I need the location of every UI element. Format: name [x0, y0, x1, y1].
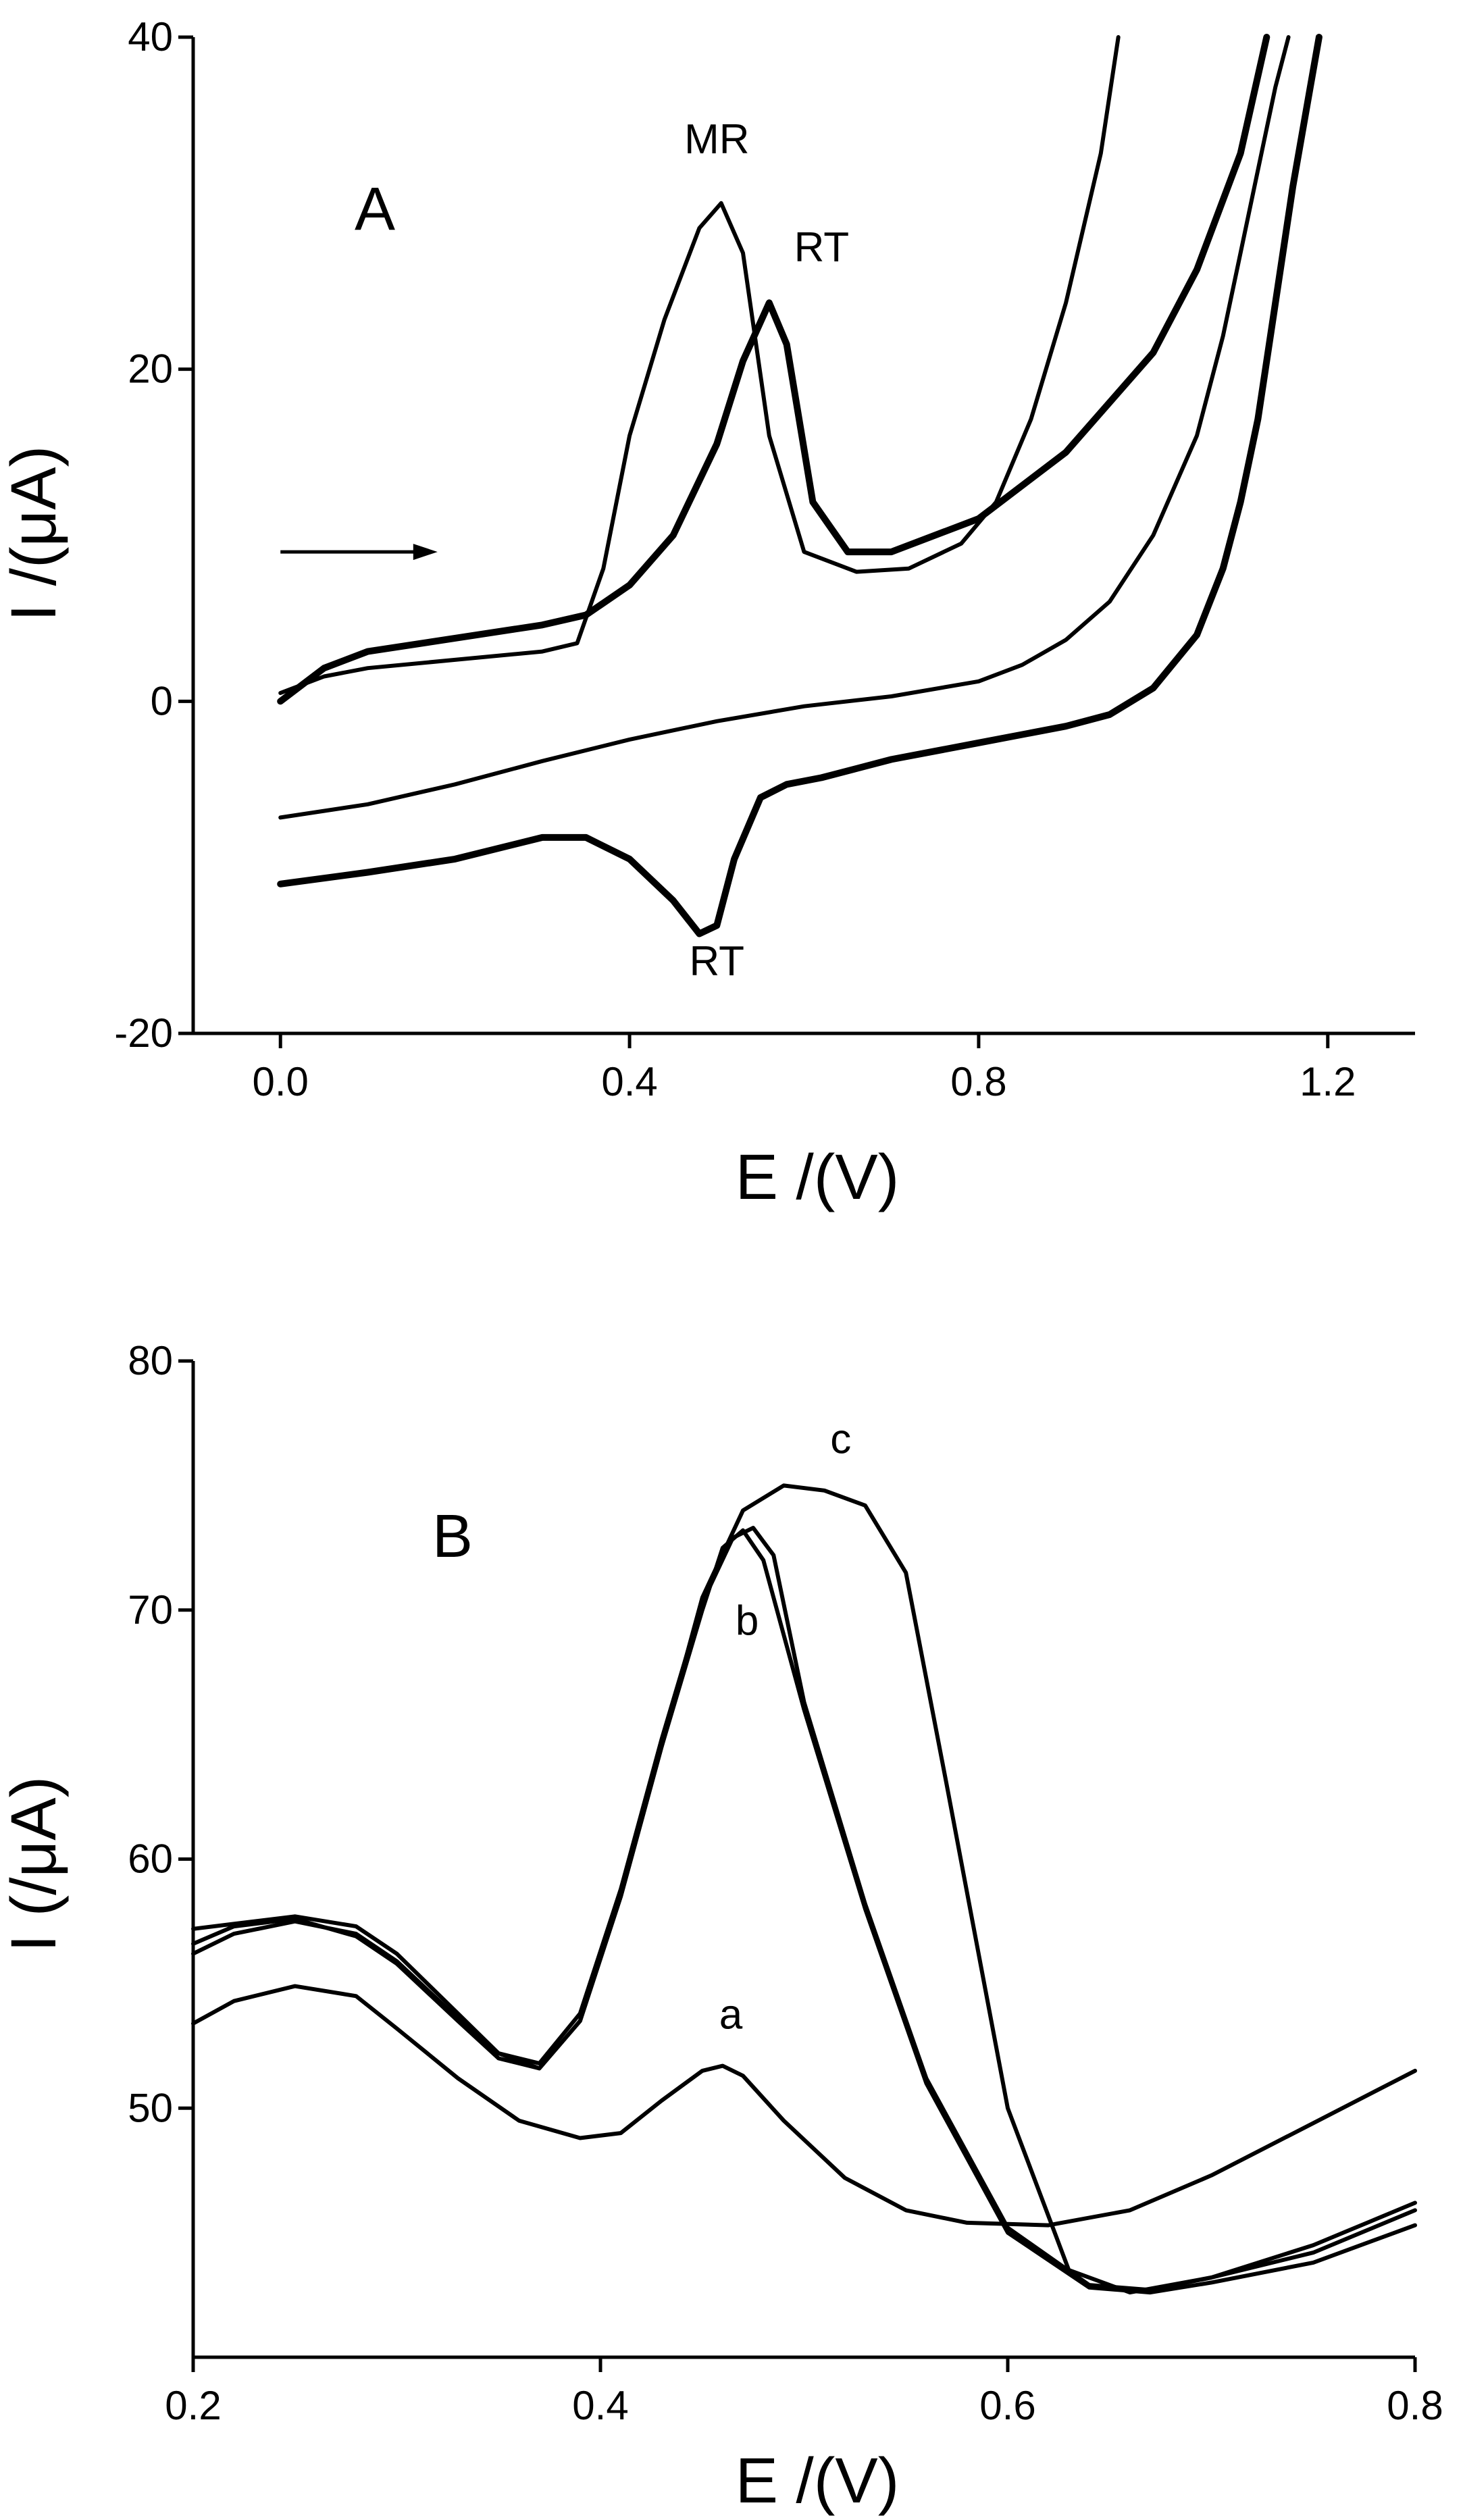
curve-annotation: RT — [690, 938, 745, 985]
curve-annotation: RT — [794, 224, 850, 271]
x-tick-label: 0.4 — [572, 2383, 628, 2428]
y-tick-label: -20 — [114, 1010, 173, 1056]
y-tick-label: 0 — [151, 678, 173, 723]
series-line — [278, 35, 1291, 820]
y-axis-title: I (/μA) — [0, 1776, 70, 1953]
series-line — [191, 1526, 1417, 2292]
x-tick-label: 0.0 — [253, 1059, 309, 1104]
curve-annotation: MR — [684, 116, 749, 163]
panel-b-chart: 0.2 0.4 0.6 0.8 50 60 70 80 E /(V) I (/μA) Ba b c — [0, 1338, 1443, 2517]
x-axis-title: E /(V) — [736, 1141, 900, 1213]
series-line — [191, 1528, 1417, 2295]
series-line — [191, 1984, 1417, 2228]
y-tick-label: 70 — [128, 1587, 173, 1632]
panel-a-chart: 0.0 0.4 0.8 1.2 -20 0 20 40 E /(V) I /(μA) A MR RT RT — [0, 14, 1415, 1213]
curve-annotation: a — [719, 1991, 743, 2038]
x-tick-label: 0.2 — [165, 2383, 221, 2428]
y-axis-title: I /(μA) — [0, 446, 70, 622]
y-tick-label: 20 — [128, 346, 173, 392]
y-tick-label: 50 — [128, 2085, 173, 2130]
x-tick-label: 0.8 — [950, 1059, 1006, 1104]
y-tick-label: 40 — [128, 14, 173, 59]
x-tick-label: 0.8 — [1387, 2383, 1443, 2428]
y-tick-label: 80 — [128, 1338, 173, 1383]
x-tick-label: 0.4 — [601, 1059, 657, 1104]
panel-label: A — [355, 176, 395, 243]
panel-label: B — [432, 1503, 473, 1570]
x-tick-label: 0.6 — [979, 2383, 1035, 2428]
y-tick-label: 60 — [128, 1836, 173, 1882]
curve-annotation: c — [830, 1416, 851, 1462]
series-line — [277, 34, 1323, 937]
series-line — [278, 35, 1121, 695]
scan-arrow-head-icon — [413, 544, 438, 561]
x-axis-title: E /(V) — [736, 2445, 900, 2517]
series-line — [277, 34, 1270, 705]
series-line — [191, 1483, 1417, 2295]
x-tick-label: 1.2 — [1300, 1059, 1356, 1104]
curve-annotation: b — [736, 1598, 759, 1645]
